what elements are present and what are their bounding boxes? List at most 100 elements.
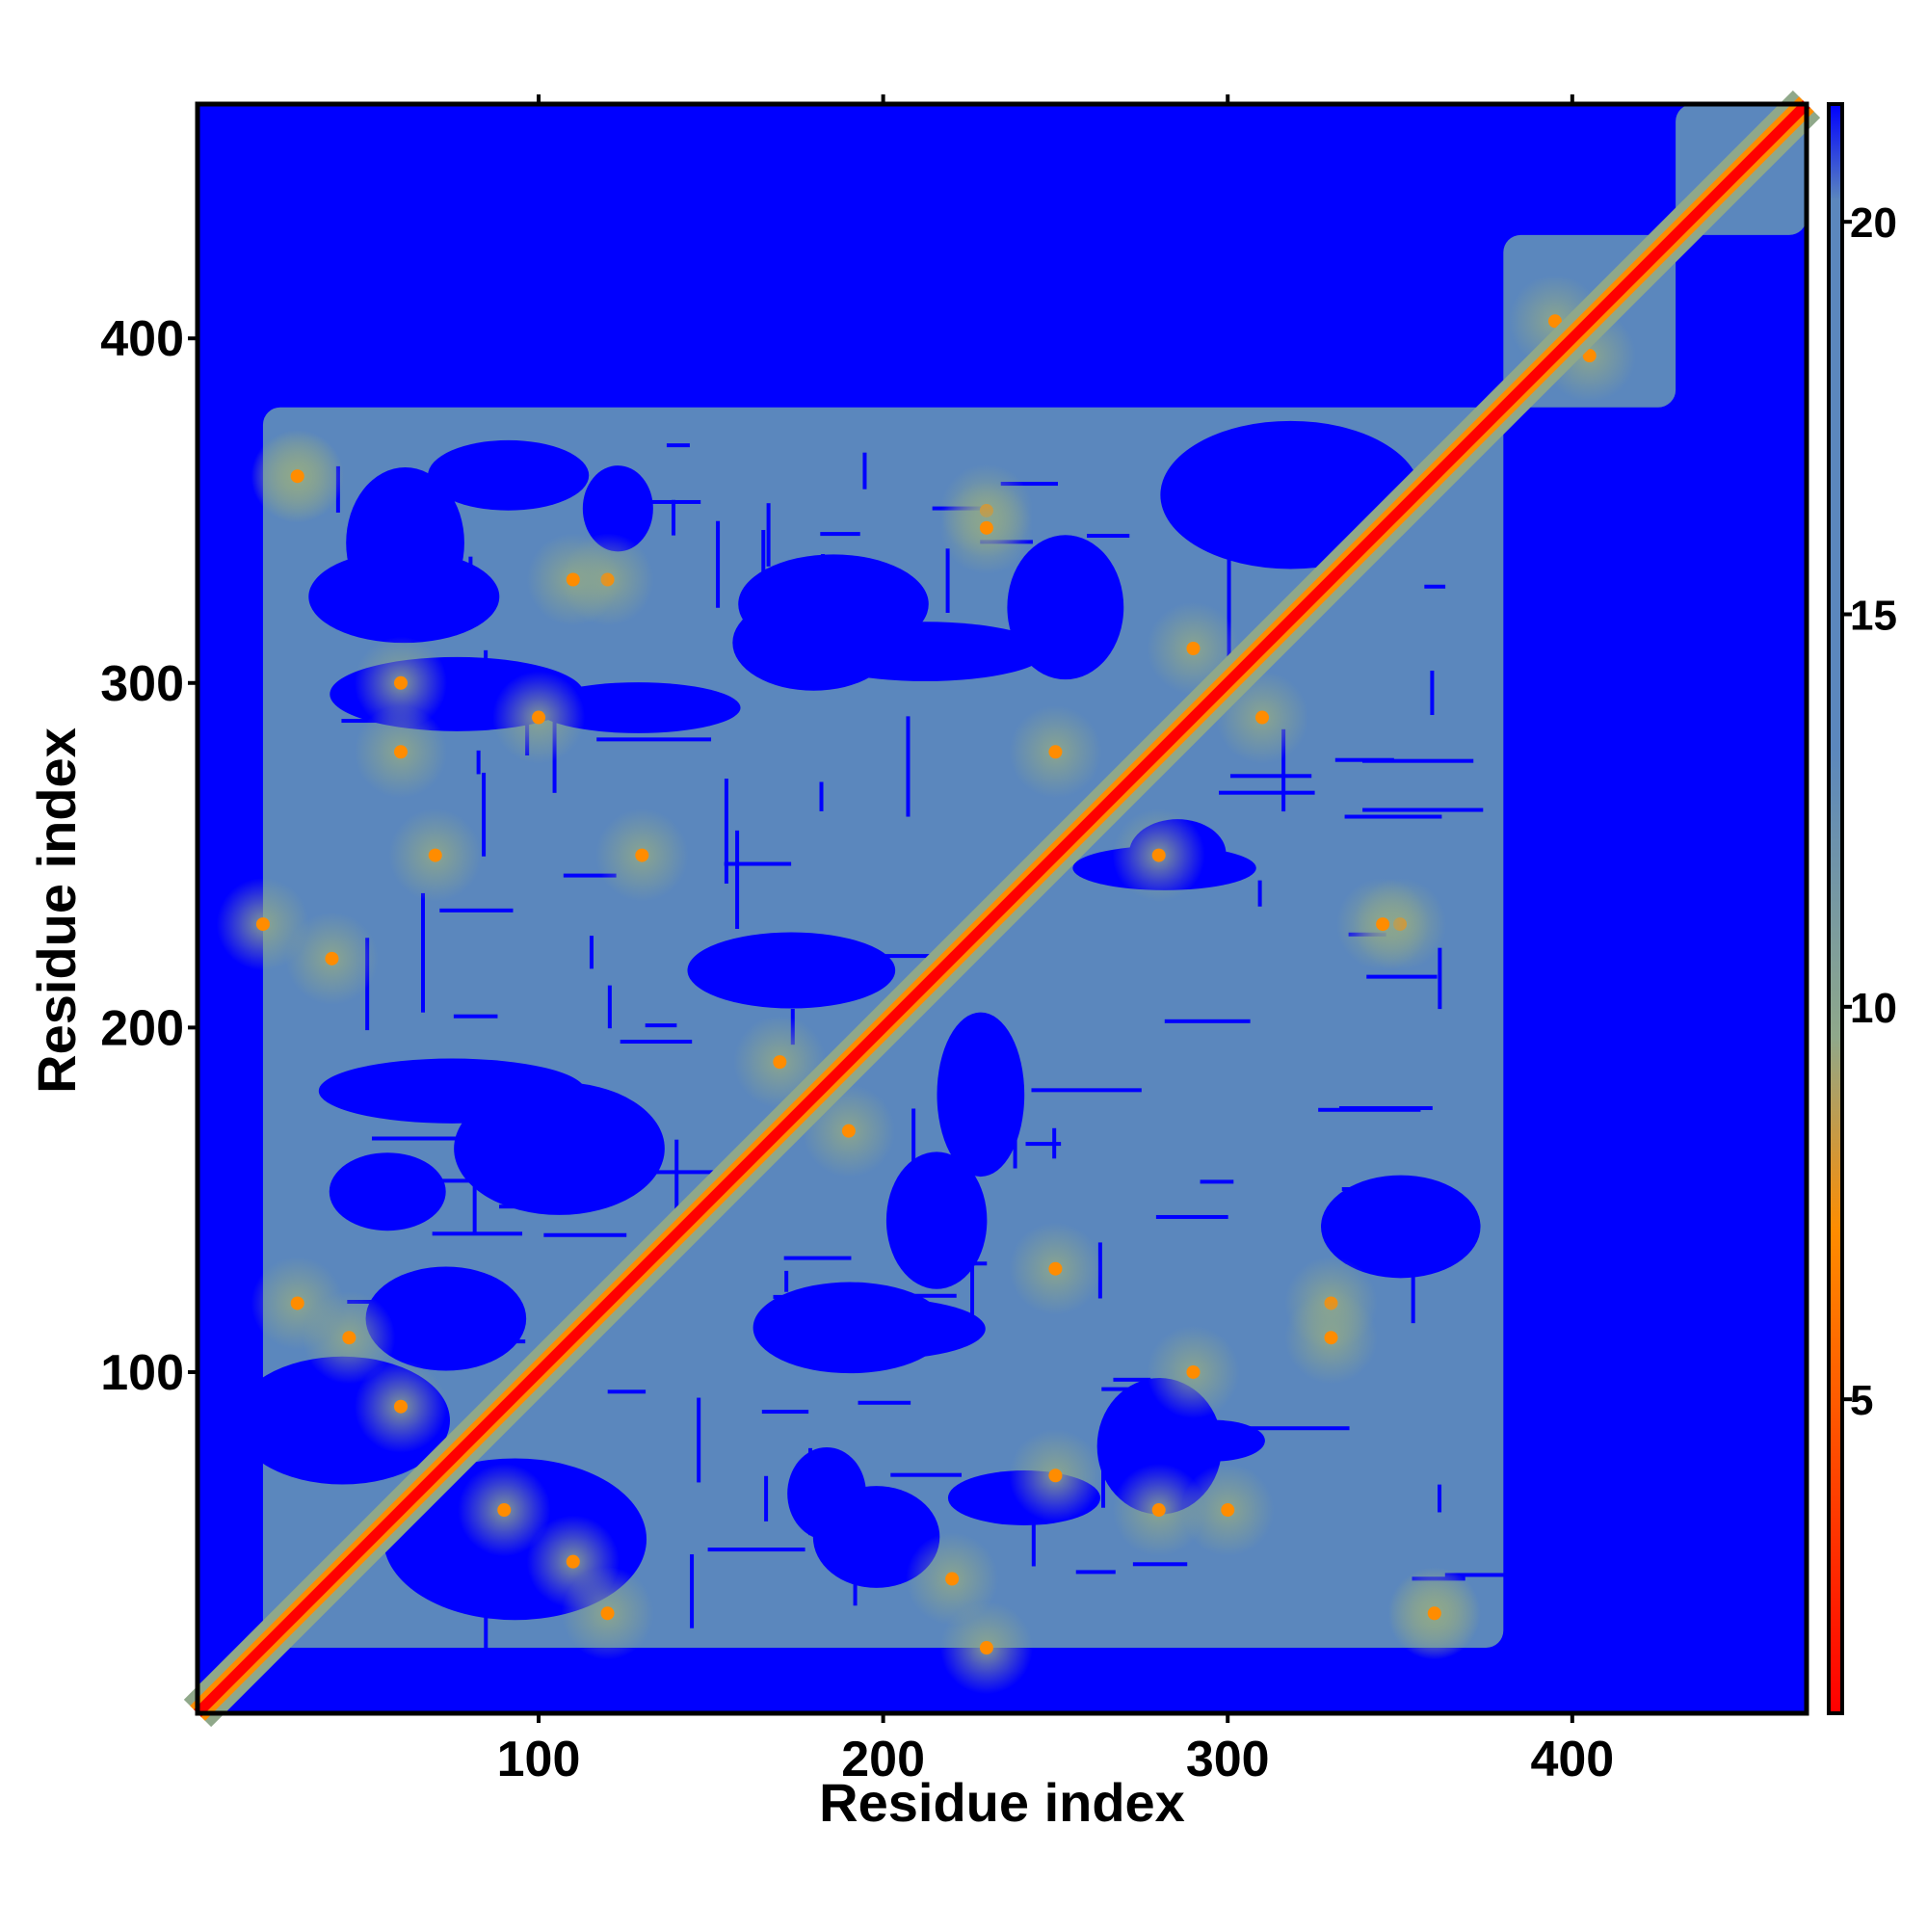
speckle <box>472 1135 477 1233</box>
speckle <box>1366 974 1438 979</box>
y-tick-label: 100 <box>100 1345 184 1401</box>
contact-point <box>566 572 580 587</box>
non-contact-pocket <box>454 1082 665 1215</box>
speckle <box>607 1389 647 1394</box>
speckle <box>1025 1142 1062 1147</box>
non-contact-pocket <box>535 682 741 733</box>
speckle <box>482 772 487 857</box>
colorbar-tick-label: 15 <box>1850 593 1897 640</box>
speckle <box>1054 635 1083 640</box>
y-tick-label: 400 <box>100 311 184 367</box>
speckle <box>773 1294 889 1299</box>
contact-point <box>393 675 408 690</box>
speckle <box>890 1472 962 1477</box>
speckle <box>596 737 712 742</box>
speckle <box>860 1292 865 1340</box>
y-tick-label: 200 <box>100 1000 184 1056</box>
contact-point <box>1186 1364 1201 1379</box>
contact-point <box>1427 1606 1441 1621</box>
speckle <box>1229 774 1312 779</box>
x-tick-label: 400 <box>1530 1732 1614 1787</box>
speckle <box>1075 1570 1116 1575</box>
speckle <box>1200 1179 1234 1184</box>
speckle <box>1424 584 1446 589</box>
speckle <box>449 1063 454 1092</box>
speckle <box>1031 1507 1036 1567</box>
speckle <box>607 985 612 1029</box>
speckle <box>1219 790 1315 795</box>
y-axis-label: Residue index <box>26 728 87 1094</box>
speckle <box>697 1397 701 1483</box>
heatmap-area <box>183 90 1821 1728</box>
speckle <box>724 861 792 866</box>
contact-point <box>1048 745 1063 759</box>
speckle <box>1318 1107 1421 1112</box>
speckle <box>970 1242 975 1341</box>
speckle <box>645 1023 677 1028</box>
non-contact-pocket <box>329 1152 446 1231</box>
speckle <box>590 504 653 509</box>
speckle <box>432 1231 523 1236</box>
speckle <box>484 649 488 672</box>
speckle <box>735 830 740 929</box>
contact-point <box>290 469 304 484</box>
contact-point <box>635 848 649 862</box>
speckle <box>1101 1470 1106 1508</box>
speckle <box>1079 585 1116 590</box>
speckle <box>636 1170 749 1175</box>
contact-point <box>773 1055 787 1070</box>
plot-frame <box>195 101 1809 1716</box>
speckle <box>1288 447 1293 546</box>
non-contact-pocket <box>937 1012 1025 1178</box>
speckle <box>792 1325 817 1330</box>
non-contact-pocket <box>812 1486 940 1588</box>
contact-point <box>1186 642 1201 656</box>
non-contact-pocket <box>1162 1419 1265 1462</box>
speckle <box>941 1261 988 1266</box>
speckle <box>766 503 771 567</box>
contact-point <box>393 745 408 759</box>
speckle <box>1227 539 1231 662</box>
speckle <box>430 1339 526 1344</box>
contact-point <box>393 1399 408 1414</box>
contact-point <box>1151 848 1166 862</box>
speckle <box>883 1293 957 1298</box>
speckle <box>1241 1426 1350 1431</box>
speckle <box>1101 1387 1177 1391</box>
speckle <box>820 532 860 537</box>
speckle <box>1031 1088 1142 1093</box>
speckle <box>724 779 728 884</box>
speckle <box>453 1014 498 1019</box>
speckle <box>690 1554 695 1628</box>
speckle <box>672 499 676 536</box>
contact-point <box>428 848 442 862</box>
speckle <box>439 908 514 913</box>
speckle <box>850 949 855 982</box>
speckle <box>1052 1127 1057 1159</box>
speckle <box>1274 459 1279 502</box>
speckle <box>447 1109 553 1114</box>
speckle <box>1000 482 1058 487</box>
non-contact-pocket <box>1320 1175 1481 1279</box>
contact-point <box>1547 314 1562 329</box>
speckle <box>1164 1019 1251 1023</box>
speckle <box>371 1136 461 1141</box>
speckle <box>1411 1233 1415 1324</box>
non-contact-pocket <box>804 622 1047 681</box>
speckle <box>1438 947 1442 1010</box>
speckle <box>761 529 766 647</box>
y-axis: 100 200 300 400 <box>100 311 198 1401</box>
speckle <box>1362 807 1484 812</box>
speckle <box>620 1040 693 1045</box>
speckle <box>1155 1214 1228 1219</box>
speckle <box>589 936 594 969</box>
speckle <box>632 1513 637 1563</box>
speckle <box>605 499 701 504</box>
contact-point <box>1254 710 1269 725</box>
contact-point <box>1151 1503 1166 1518</box>
diagonal-line <box>194 100 1810 1717</box>
speckle <box>1444 1573 1532 1577</box>
contact-point <box>342 1331 356 1345</box>
non-contact-pocket <box>365 1266 527 1371</box>
